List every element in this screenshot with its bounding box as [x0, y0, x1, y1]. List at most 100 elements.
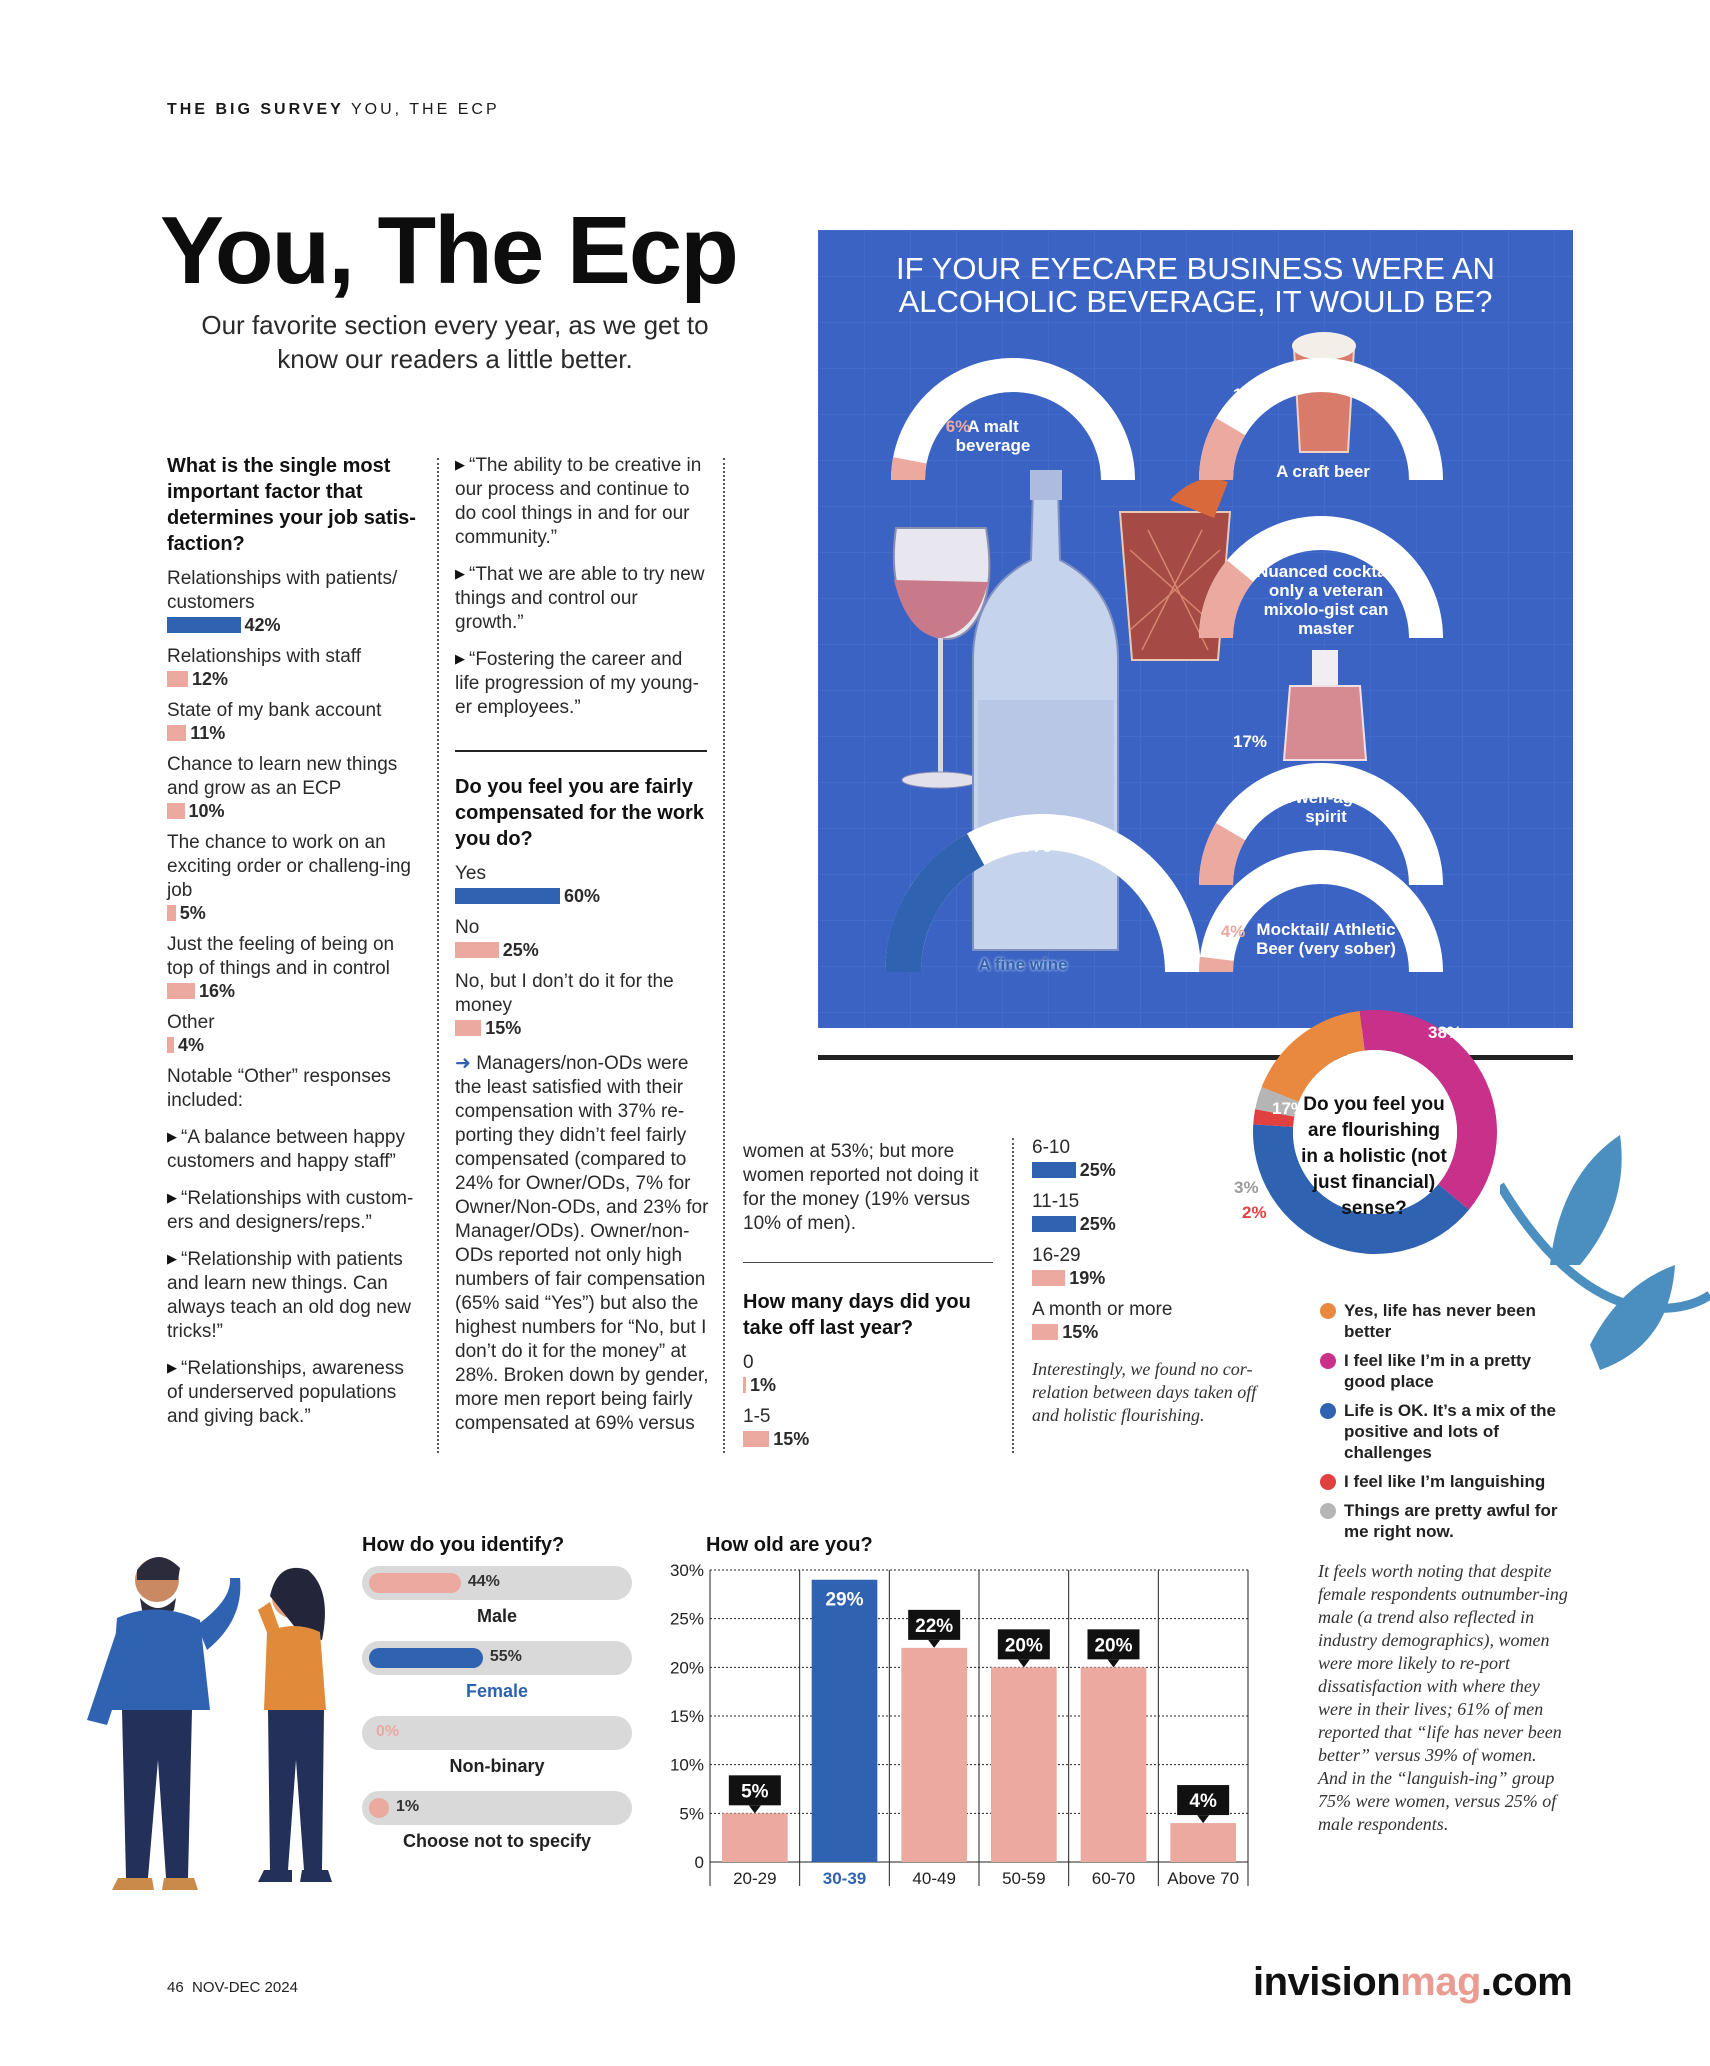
spirit-bottle-illustration: [1282, 650, 1368, 761]
identify-label: Non-binary: [449, 1756, 545, 1776]
identify-pill-track: 55%: [362, 1641, 632, 1675]
survey-option: 0 1%: [743, 1351, 993, 1395]
option-label: 16-29: [1032, 1245, 1081, 1266]
beverage-arc-value: [1199, 822, 1246, 886]
leaf-branch-illustration: [1500, 1135, 1710, 1370]
bar-label-pointer: [1017, 1659, 1030, 1668]
legend-dot-icon: [1320, 1303, 1336, 1319]
age-bar-chart: 0 5% 10% 15% 20% 25% 30% 5% 20-29 29% 30-39 22% 40-4…: [670, 1562, 1249, 1888]
donut-label: 17%: [1272, 1099, 1306, 1118]
survey-option: Relationships with staff 12%: [167, 645, 417, 689]
section-kicker: THE BIG SURVEY YOU, THE ECP: [167, 101, 500, 118]
donut-segment: [1255, 1087, 1299, 1118]
identify-label: Male: [476, 1606, 518, 1626]
option-percent: 15%: [773, 1429, 810, 1449]
identify-pill-fill: [369, 1573, 461, 1593]
donut-segment: [1253, 1124, 1469, 1254]
bar-label-pointer: [928, 1639, 941, 1648]
survey-option: Relationships with patients/ customers 42…: [167, 567, 417, 635]
beverage-arc-track: [891, 358, 1135, 481]
option-percent: 25%: [1079, 1160, 1116, 1180]
column-divider: [437, 458, 439, 1453]
option-label: Relationships with patients/ customers: [167, 568, 398, 613]
bar-value-label: 20%: [1005, 1635, 1043, 1656]
survey-option: State of my bank account 11%: [167, 699, 417, 743]
other-intro: Notable “Other” responses included:: [167, 1066, 391, 1111]
option-bar: [1032, 1270, 1066, 1286]
donut-segment: [1359, 1010, 1497, 1210]
survey-option: Other 4%: [167, 1011, 417, 1055]
option-label: No: [455, 917, 480, 938]
option-bar: [1032, 1162, 1076, 1178]
arrow-icon: ➜: [455, 1053, 471, 1074]
days-off-column: women at 53%; but more women reported no…: [743, 1140, 993, 1449]
survey-option: A month or more 15%: [1032, 1298, 1282, 1342]
legend-label: I feel like I’m in a pretty good place: [1344, 1351, 1532, 1391]
option-percent: 42%: [244, 615, 281, 635]
option-bar: [1032, 1324, 1059, 1340]
option-bar-row: 19%: [1032, 1268, 1282, 1288]
option-bar: [455, 942, 499, 958]
quote-item: ▶ “Fostering the career and life progress…: [455, 647, 710, 720]
option-percent: 15%: [1062, 1322, 1099, 1342]
donut-label: 3%: [1234, 1178, 1259, 1197]
option-bar-row: 15%: [455, 1018, 710, 1038]
beverage-graphic: [818, 230, 1573, 1028]
age-bar: [901, 1647, 967, 1862]
option-bar: [167, 803, 185, 819]
bar-value-label: 22%: [915, 1616, 953, 1637]
option-bar: [743, 1377, 746, 1393]
days-off-column-2: 6-10 25% 11-15 25% 16-29 19% A month or more 15…: [1032, 1136, 1282, 1427]
bullet-triangle-icon: ▶: [455, 566, 465, 581]
identify-option: 55% Female: [362, 1641, 652, 1702]
bev-pct-malt: 6%: [945, 417, 971, 436]
bullet-triangle-icon: ▶: [167, 1129, 177, 1144]
option-bar-row: 15%: [743, 1429, 993, 1449]
section-rule: [818, 1055, 1573, 1060]
option-percent: 16%: [199, 981, 236, 1001]
beverage-arcs: [885, 358, 1443, 973]
job-satisfaction-section: What is the single most important factor…: [167, 453, 417, 1429]
section-rule: [743, 1262, 993, 1263]
bev-label-wine: A fine wine: [978, 955, 1068, 974]
job-satisfaction-question: What is the single most important factor…: [167, 455, 416, 555]
donut-label: 38%: [1428, 1023, 1462, 1042]
quote-text: “Fostering the career and life progressi…: [455, 649, 699, 718]
bar-label-pointer: [1107, 1659, 1120, 1668]
option-bar: [455, 1020, 482, 1036]
identify-percent: 1%: [396, 1798, 420, 1815]
other-quotes: ▶ “A balance between happy customers and …: [167, 1125, 417, 1429]
option-percent: 19%: [1069, 1268, 1106, 1288]
compensation-column: ▶ “The ability to be creative in our proc…: [455, 453, 710, 1436]
age-section: How old are you? 0 5% 10% 15% 20% 25% 30% 5% 20-…: [660, 1532, 1260, 1912]
age-bar: [991, 1667, 1057, 1862]
beverage-arc-value: [1199, 560, 1254, 639]
option-percent: 60%: [564, 886, 601, 906]
survey-option: No 25%: [455, 916, 710, 960]
identify-pill-track: 0%: [362, 1716, 632, 1750]
flourishing-section: 17% 38% 40% 2% 3% Do you feel you are flouri…: [1220, 1010, 1530, 1300]
compensation-question: Do you feel you are fairly compensated f…: [455, 776, 704, 850]
legend-label: Things are pretty awful for me right now…: [1344, 1501, 1558, 1541]
y-tick-label: 15%: [670, 1707, 704, 1726]
option-label: A month or more: [1032, 1299, 1173, 1320]
age-question: How old are you?: [706, 1534, 873, 1556]
column-divider: [1012, 1138, 1014, 1453]
identify-option: 44% Male: [362, 1566, 652, 1627]
beverage-infographic: IF YOUR EYECARE BUSINESS WERE AN ALCOHOL…: [818, 230, 1573, 1028]
bar-label-box: [908, 1609, 961, 1640]
col2-quotes: ▶ “The ability to be creative in our proc…: [455, 453, 710, 720]
option-label: Relationships with staff: [167, 646, 361, 667]
beverage-arc-value: [891, 457, 927, 481]
identify-label: Female: [465, 1681, 529, 1701]
identify-percent: 44%: [467, 1573, 500, 1590]
donut-label: 2%: [1242, 1203, 1267, 1222]
legend-dot-icon: [1320, 1503, 1336, 1519]
column-divider: [723, 458, 725, 1453]
option-bar-row: 25%: [455, 940, 710, 960]
option-label: Just the feeling of being on top of thin…: [167, 934, 395, 979]
bev-label-craft-beer: A craft beer: [1276, 462, 1370, 481]
quote-text: “Relationship with patients and learn ne…: [167, 1249, 411, 1342]
bar-label-box: [1177, 1785, 1230, 1816]
beverage-arc-value: [1199, 956, 1234, 973]
